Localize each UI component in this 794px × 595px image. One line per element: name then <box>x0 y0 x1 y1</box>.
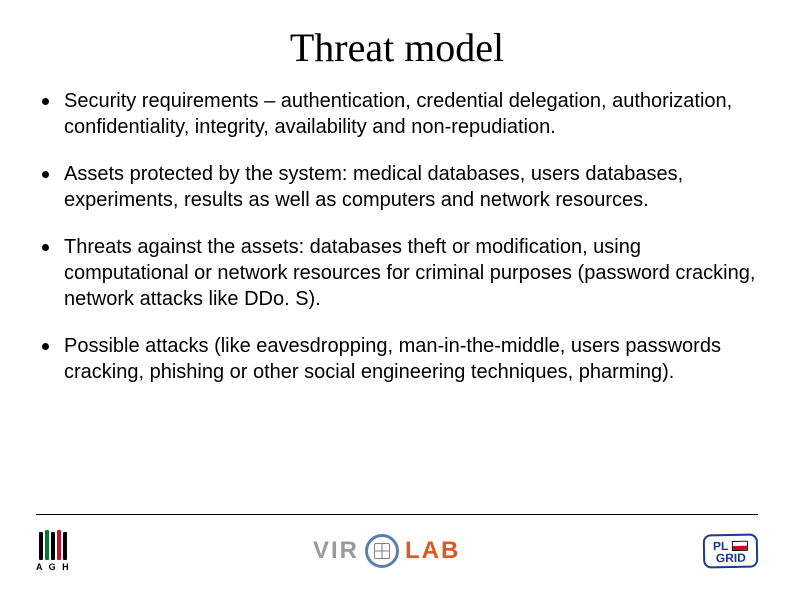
agh-bars-icon <box>39 530 67 560</box>
flag-bottom <box>733 546 747 550</box>
virlab-logo: VIR LAB <box>313 534 460 568</box>
bullet-item: Assets protected by the system: medical … <box>36 162 758 213</box>
bullet-text: Assets protected by the system: medical … <box>64 163 683 211</box>
bullet-item: Threats against the assets: databases th… <box>36 235 758 312</box>
plgrid-logo: PL GRID <box>702 534 758 569</box>
agh-bar <box>57 530 61 560</box>
slide-title: Threat model <box>36 24 758 71</box>
footer: A G H VIR LAB PL GRID <box>36 514 758 579</box>
virlab-text-left: VIR <box>313 537 359 565</box>
bullet-text: Threats against the assets: databases th… <box>64 236 755 309</box>
bullet-list: Security requirements – authentication, … <box>36 89 758 385</box>
virlab-inner-icon <box>374 543 390 559</box>
agh-bar <box>63 532 67 560</box>
agh-bar <box>39 532 43 560</box>
bullet-text: Possible attacks (like eavesdropping, ma… <box>64 335 721 383</box>
agh-logo: A G H <box>36 530 71 572</box>
poland-flag-icon <box>732 541 748 551</box>
logo-row: A G H VIR LAB PL GRID <box>36 523 758 579</box>
virlab-ring-icon <box>365 534 399 568</box>
bullet-item: Possible attacks (like eavesdropping, ma… <box>36 334 758 385</box>
bullet-text: Security requirements – authentication, … <box>64 90 732 138</box>
virlab-text-right: LAB <box>405 537 460 565</box>
agh-bar <box>45 530 49 560</box>
bullet-item: Security requirements – authentication, … <box>36 89 758 140</box>
agh-bar <box>51 532 55 560</box>
footer-divider <box>36 514 758 515</box>
plgrid-line2: GRID <box>713 552 749 565</box>
slide: Threat model Security requirements – aut… <box>0 0 794 595</box>
agh-label: A G H <box>36 562 71 572</box>
